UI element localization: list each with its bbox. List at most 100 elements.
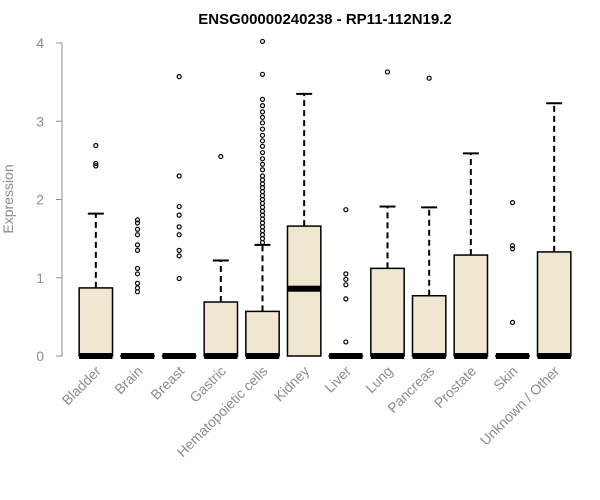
median-line [329, 353, 363, 359]
outlier-point [343, 339, 349, 345]
x-tick-label: Prostate [431, 363, 479, 411]
outlier-point [259, 156, 266, 162]
outlier-point [384, 69, 391, 75]
median-line [537, 353, 571, 359]
outlier-point [259, 149, 266, 156]
outlier-point [93, 163, 99, 169]
box-rect [411, 294, 447, 357]
outlier-point [134, 217, 141, 223]
chart-title: ENSG00000240238 - RP11-112N19.2 [198, 11, 452, 28]
x-tick-label: Brain [111, 363, 145, 397]
outlier-point [134, 285, 141, 291]
y-axis: 0 1 2 3 4 [36, 35, 63, 364]
median-line [120, 353, 155, 359]
x-tick-label: Unknown / Other [477, 363, 563, 449]
box-rect [203, 301, 239, 357]
x-tick-label: Liver [321, 363, 354, 396]
median-line [245, 353, 280, 359]
outlier-point [343, 207, 349, 213]
box-rect [370, 267, 405, 357]
outlier-point [259, 138, 266, 144]
outlier-point [259, 38, 266, 45]
x-tick-label: Lung [362, 363, 395, 396]
boxes-layer [78, 38, 572, 359]
box-rect [453, 254, 489, 357]
box-group [328, 207, 364, 359]
median-line [495, 353, 530, 359]
outlier-point [134, 265, 141, 271]
box-group [286, 92, 322, 357]
outlier-point [259, 96, 266, 102]
box-group [78, 142, 114, 359]
median-line [454, 353, 488, 359]
box-group [411, 75, 447, 359]
outlier-point [176, 74, 182, 80]
outlier-point [259, 114, 266, 120]
outlier-point [259, 167, 266, 173]
box-rect [536, 251, 572, 357]
outlier-point [93, 160, 99, 167]
outlier-point [176, 224, 182, 230]
median-line [370, 353, 405, 359]
outlier-point [134, 220, 141, 226]
median-line [79, 353, 113, 359]
outlier-point [343, 271, 349, 277]
outlier-point [509, 319, 516, 325]
box-group [495, 200, 530, 359]
outlier-point [259, 71, 266, 77]
x-tick-label: Kidney [271, 363, 313, 405]
outlier-point [134, 247, 141, 253]
outlier-point [509, 243, 516, 249]
box-group [161, 74, 197, 359]
outlier-point [134, 232, 141, 238]
y-axis-label: Expression [0, 164, 16, 233]
x-tick-label: Skin [490, 363, 521, 394]
outlier-point [176, 203, 182, 210]
y-tick-label: 4 [36, 35, 44, 51]
outlier-point [343, 276, 349, 282]
y-tick-label: 3 [36, 113, 44, 129]
outlier-point [134, 226, 141, 232]
outlier-point [134, 271, 141, 277]
outlier-point [176, 173, 182, 179]
outlier-point [259, 132, 266, 138]
box-group [536, 102, 572, 359]
outlier-point [176, 253, 182, 259]
outlier-point [176, 275, 182, 282]
box-rect [245, 310, 280, 357]
x-tick-label: Breast [147, 363, 187, 403]
median-line [204, 353, 238, 359]
outlier-point [134, 280, 141, 286]
box-group [453, 152, 489, 359]
outlier-point [176, 212, 182, 218]
outlier-point [259, 120, 266, 126]
outlier-point [176, 247, 182, 253]
box-rect [78, 287, 114, 357]
outlier-point [259, 173, 266, 179]
outlier-point [176, 232, 182, 238]
outlier-point [343, 282, 349, 288]
outlier-point [259, 143, 266, 149]
outlier-point [259, 161, 266, 167]
box-group [120, 217, 155, 359]
outlier-point [509, 246, 516, 252]
median-line [162, 353, 196, 359]
median-line [412, 353, 446, 359]
x-tick-label: Bladder [59, 363, 105, 409]
outlier-point [426, 75, 432, 81]
outlier-point [218, 153, 224, 160]
outlier-point [259, 109, 266, 115]
outlier-point [93, 142, 99, 149]
box-group [203, 153, 239, 359]
y-tick-label: 1 [36, 270, 44, 286]
outlier-point [134, 242, 141, 248]
outlier-point [343, 296, 349, 302]
outlier-point [259, 102, 266, 109]
y-tick-label: 2 [36, 192, 44, 208]
outlier-point [509, 200, 516, 206]
outlier-point [259, 126, 266, 132]
y-tick-label: 0 [36, 348, 44, 364]
